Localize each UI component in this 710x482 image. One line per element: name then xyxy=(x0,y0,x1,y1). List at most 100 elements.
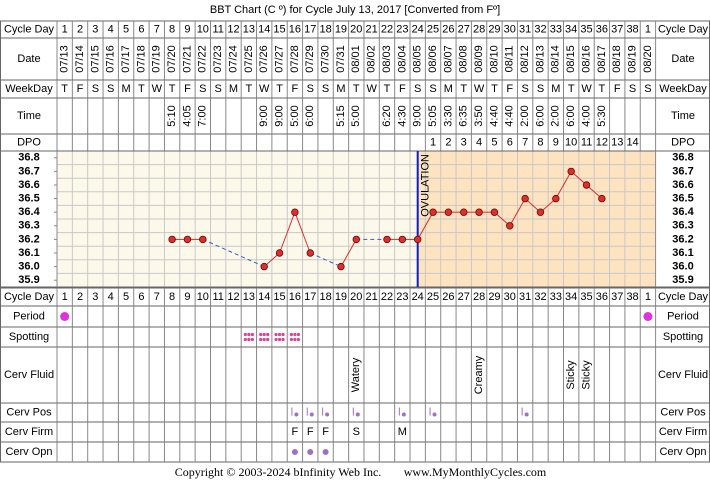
weekday: S xyxy=(414,83,421,95)
date: 07/27 xyxy=(273,45,285,73)
cycle-day: 34 xyxy=(565,23,577,35)
spotting-mark xyxy=(274,332,285,342)
weekday: W xyxy=(152,83,163,95)
cycle-day: 1 xyxy=(645,23,651,35)
y-tick-label: 35.9 xyxy=(18,274,39,286)
cerv-firm: F xyxy=(292,426,299,438)
date: 07/19 xyxy=(151,45,163,73)
weekday: T xyxy=(61,83,68,95)
cycle-day: 29 xyxy=(488,291,500,303)
ovulation-label: OVULATION xyxy=(420,154,432,217)
cycle-day: 16 xyxy=(289,23,301,35)
row-label: Cerv Opn xyxy=(659,446,706,458)
spotting-mark xyxy=(243,332,254,342)
weekday: S xyxy=(429,83,436,95)
weekday: S xyxy=(92,83,99,95)
cerv-pos-mark xyxy=(352,407,360,417)
cerv-firm: M xyxy=(398,426,407,438)
time: 9:00 xyxy=(258,105,270,126)
cycle-day: 31 xyxy=(519,291,531,303)
date: 08/13 xyxy=(534,45,546,73)
cycle-day: 14 xyxy=(258,291,270,303)
row-label: Cerv Firm xyxy=(659,426,707,438)
cycle-day: 12 xyxy=(227,23,239,35)
cycle-day: 6 xyxy=(138,291,144,303)
date: 07/23 xyxy=(212,45,224,73)
temp-point xyxy=(429,208,437,216)
time: 4:05 xyxy=(181,105,193,126)
weekday: S xyxy=(322,83,329,95)
row-label: Cerv Pos xyxy=(6,406,52,418)
cerv-pos-mark xyxy=(322,407,330,417)
weekday: T xyxy=(568,83,575,95)
time: 5:05 xyxy=(427,105,439,126)
date: 07/22 xyxy=(197,45,209,73)
date: 08/16 xyxy=(580,45,592,73)
spotting-dot xyxy=(289,332,294,337)
temp-point xyxy=(582,181,591,189)
spotting-dot xyxy=(277,332,282,337)
y-tick-label: 36.3 xyxy=(18,220,39,232)
weekday: T xyxy=(276,83,283,95)
spotting-dot xyxy=(274,332,278,337)
cerv-firm: S xyxy=(353,426,360,438)
spotting-dot xyxy=(243,337,247,342)
chart-title: BBT Chart (C º) for Cycle July 13, 2017 … xyxy=(210,4,500,16)
weekday: W xyxy=(366,83,377,95)
cerv-pos-dot xyxy=(355,412,360,417)
date: 07/31 xyxy=(335,45,347,73)
cycle-day: 31 xyxy=(519,23,531,35)
time: 4:00 xyxy=(580,105,592,126)
spotting-dot xyxy=(281,332,285,337)
temp-point xyxy=(275,249,284,257)
cycle-day: 32 xyxy=(534,291,546,303)
time: 5:00 xyxy=(350,105,362,126)
weekday: W xyxy=(581,83,592,95)
row-label: Cycle Day xyxy=(658,23,709,35)
row-label: Cerv Pos xyxy=(660,406,706,418)
weekday: S xyxy=(199,83,206,95)
temp-line xyxy=(340,239,357,267)
weekday: T xyxy=(353,83,360,95)
cycle-day: 36 xyxy=(596,23,608,35)
date: 07/29 xyxy=(304,45,316,73)
cycle-day: 18 xyxy=(319,291,331,303)
row-label: WeekDay xyxy=(5,83,53,95)
date: 08/07 xyxy=(442,45,454,73)
cycle-day: 7 xyxy=(154,23,160,35)
time: 2:00 xyxy=(550,105,562,126)
cycle-day: 14 xyxy=(258,23,270,35)
spotting-dot xyxy=(247,332,251,337)
y-tick-label: 36.5 xyxy=(18,193,39,205)
date: 08/19 xyxy=(626,45,638,73)
cycle-day: 24 xyxy=(412,291,424,303)
y-tick-label: 36.1 xyxy=(672,247,693,259)
temp-point xyxy=(598,194,606,203)
temp-point xyxy=(291,208,299,216)
row-label: Spotting xyxy=(663,331,703,343)
period-mark xyxy=(60,312,70,321)
weekday: F xyxy=(399,83,406,95)
date: 08/15 xyxy=(565,45,577,73)
y-tick-label: 36.4 xyxy=(18,206,40,218)
date: 07/21 xyxy=(181,45,193,73)
cycle-day: 33 xyxy=(550,23,562,35)
temp-point xyxy=(475,208,483,216)
spotting-dot xyxy=(259,337,263,342)
cycle-day: 27 xyxy=(458,23,470,35)
cycle-day: 1 xyxy=(645,291,651,303)
row-border xyxy=(0,402,710,423)
weekday: W xyxy=(474,83,485,95)
y-tick-label: 36.8 xyxy=(672,152,693,164)
date: 07/13 xyxy=(59,45,71,73)
dpo: 5 xyxy=(491,136,497,148)
spotting-mark xyxy=(259,332,270,342)
cycle-day: 18 xyxy=(319,23,331,35)
dpo: 10 xyxy=(565,136,577,148)
cycle-day: 9 xyxy=(184,23,190,35)
weekday: T xyxy=(138,83,145,95)
y-tick-label: 36.5 xyxy=(672,193,693,205)
weekday: T xyxy=(491,83,498,95)
cycle-day: 11 xyxy=(212,291,223,303)
